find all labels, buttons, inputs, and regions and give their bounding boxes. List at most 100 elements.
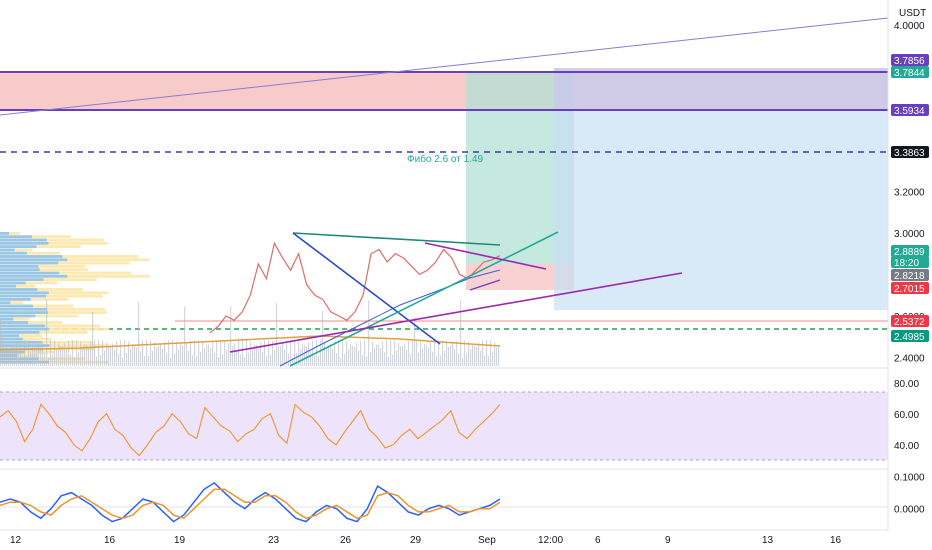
time-tick-label: Sep — [478, 535, 496, 546]
price-label-text: 2.7015 — [894, 284, 925, 295]
volume-bar — [156, 347, 158, 366]
volume-bar — [256, 344, 258, 366]
volume-bar — [394, 340, 396, 366]
volume-bar — [446, 342, 448, 366]
volume-bar — [204, 347, 206, 366]
time-axis-ticks[interactable]: 12 16 19 23 26 29 Sep 12:00 6 9 13 16 — [10, 535, 842, 546]
volume-bar — [268, 340, 270, 366]
volume-bar — [202, 342, 204, 366]
volume-bar — [284, 349, 286, 366]
volume-bar — [492, 351, 494, 366]
volume-profile-bar — [0, 274, 150, 278]
volume-bar — [458, 353, 460, 366]
volume-bar — [226, 349, 228, 366]
volume-bar — [486, 340, 488, 366]
volume-bar — [128, 341, 130, 366]
time-tick-label: 12 — [10, 535, 22, 546]
rsi-band — [0, 392, 888, 460]
time-tick-label: 9 — [665, 535, 671, 546]
trendline-blue-down[interactable] — [292, 232, 441, 345]
volume-bar — [10, 343, 12, 366]
volume-bar — [64, 342, 66, 366]
volume-bar — [288, 353, 290, 366]
volume-bar — [148, 355, 150, 366]
volume-bar — [424, 344, 426, 366]
volume-bar — [340, 357, 342, 366]
volume-bar — [440, 355, 442, 366]
volume-bar — [140, 351, 142, 366]
volume-bar — [40, 348, 42, 366]
volume-bar — [100, 354, 102, 366]
long-trendline[interactable] — [0, 17, 889, 116]
price-tick-label: 3.2000 — [894, 187, 925, 198]
rsi-tick-label: 80.00 — [894, 379, 919, 390]
volume-bar — [170, 357, 172, 366]
volume-bar — [248, 352, 250, 366]
time-tick-label: 16 — [830, 535, 842, 546]
volume-bar — [32, 342, 34, 366]
volume-profile-bar-blue — [0, 232, 9, 235]
volume-bar — [376, 344, 378, 366]
volume-bar — [390, 340, 392, 366]
volume-bar — [208, 344, 210, 366]
volume-bar — [78, 352, 80, 366]
volume-bar — [96, 356, 98, 366]
volume-bar — [454, 349, 456, 366]
volume-bar — [426, 344, 428, 366]
trendline-magenta-up[interactable] — [229, 272, 683, 353]
volume-bar — [364, 340, 366, 366]
volume-bar — [432, 351, 434, 366]
volume-profile-bar — [0, 258, 150, 262]
volume-bar — [410, 354, 412, 366]
volume-bar — [450, 345, 452, 366]
volume-bar — [142, 340, 144, 366]
trendline-teal-up[interactable] — [289, 231, 559, 367]
volume-bar — [92, 312, 94, 366]
volume-profile-bar — [0, 321, 63, 324]
volume-profile-bar — [0, 350, 55, 354]
volume-bar — [106, 342, 108, 366]
volume-bar — [254, 344, 256, 366]
volume-profile-bar-blue — [0, 301, 11, 305]
volume-profile-bar — [0, 284, 36, 288]
volume-bar — [70, 354, 72, 366]
volume-bar — [188, 350, 190, 366]
volume-bar — [448, 346, 450, 366]
volume-bar — [298, 341, 300, 366]
trendline-teal-top[interactable] — [292, 232, 501, 246]
volume-profile-bar-blue — [0, 235, 32, 239]
volume-bar — [270, 355, 272, 366]
volume-profile-bar-blue — [0, 334, 20, 338]
volume-bar — [276, 302, 278, 366]
volume-bar — [114, 349, 116, 366]
volume-bar — [8, 349, 10, 366]
volume-profile-bar — [0, 248, 33, 252]
volume-bar — [372, 341, 374, 366]
volume-bar — [358, 350, 360, 366]
volume-bar — [24, 340, 26, 366]
volume-bar — [18, 350, 20, 366]
trendline-magenta-down[interactable] — [424, 242, 547, 270]
price-label-badge: 3.7844 — [891, 66, 929, 79]
volume-bars — [0, 300, 500, 366]
macd-axis-ticks: 0.1000 0.0000 — [894, 472, 925, 515]
volume-bar — [346, 341, 348, 366]
volume-bar — [216, 340, 218, 366]
volume-bar — [252, 348, 254, 366]
price-label-text: 18:20 — [894, 258, 919, 269]
volume-bar — [224, 340, 226, 366]
volume-profile-bar — [0, 294, 103, 298]
volume-profile-bar-blue — [0, 321, 29, 324]
trendline-purple-flat[interactable] — [469, 279, 501, 291]
volume-bar — [28, 340, 30, 366]
volume-bar — [408, 341, 410, 366]
volume-bar — [212, 341, 214, 366]
volume-bar — [462, 357, 464, 366]
volume-profile-bar-blue — [0, 304, 33, 308]
price-label-badge: 2.5372 — [891, 315, 929, 328]
volume-profile-bar — [0, 291, 109, 295]
volume-bar — [496, 347, 498, 366]
volume-bar — [260, 342, 262, 366]
volume-bar — [322, 311, 324, 366]
